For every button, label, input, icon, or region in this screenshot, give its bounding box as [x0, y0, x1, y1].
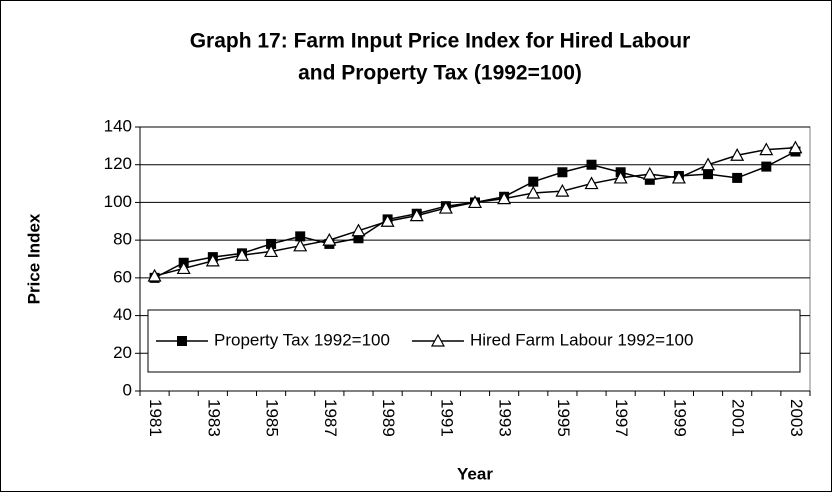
- data-point: [438, 200, 453, 214]
- y-tick-label: 100: [104, 192, 132, 211]
- data-point: [671, 170, 686, 184]
- y-tick-label: 20: [113, 343, 132, 362]
- data-point: [147, 268, 162, 282]
- data-point: [353, 233, 364, 244]
- data-point: [644, 174, 655, 185]
- x-tick-label: 1991: [437, 399, 456, 437]
- chart-title: Graph 17: Farm Input Price Index for Hir…: [190, 30, 691, 53]
- x-tick-label: 1981: [146, 399, 165, 437]
- data-point: [528, 176, 539, 187]
- data-point: [409, 208, 424, 222]
- data-point: [264, 244, 279, 258]
- data-point: [761, 161, 772, 172]
- x-tick-label: 1997: [612, 399, 631, 437]
- data-point: [584, 176, 599, 190]
- data-point: [557, 167, 568, 178]
- data-point: [732, 172, 743, 183]
- x-tick-label: 2003: [787, 399, 806, 437]
- data-point: [293, 238, 308, 252]
- x-tick-label: 1993: [496, 399, 515, 437]
- data-point: [322, 232, 337, 246]
- data-point: [613, 170, 628, 184]
- x-tick-label: 1985: [263, 399, 282, 437]
- data-point: [234, 247, 249, 261]
- data-point: [642, 166, 657, 180]
- data-point: [176, 261, 191, 275]
- y-tick-label: 60: [113, 267, 132, 286]
- data-point: [351, 223, 366, 237]
- data-point: [380, 214, 395, 227]
- data-point: [526, 185, 541, 199]
- legend-box: [147, 309, 801, 373]
- data-point: [295, 231, 306, 242]
- legend-marker: [177, 336, 187, 346]
- x-tick-label: 1983: [204, 399, 223, 437]
- data-point: [701, 157, 716, 171]
- x-axis-label: Year: [457, 464, 493, 483]
- data-point: [467, 195, 483, 209]
- data-point: [759, 142, 774, 156]
- chart-title: and Property Tax (1992=100): [298, 62, 582, 85]
- x-tick-label: 1999: [670, 399, 689, 437]
- data-point: [497, 191, 512, 205]
- data-point: [266, 238, 277, 249]
- y-tick-label: 120: [104, 154, 132, 173]
- data-point: [586, 159, 597, 170]
- data-point: [703, 169, 714, 180]
- legend-label: Property Tax 1992=100: [214, 330, 390, 349]
- y-tick-label: 140: [104, 116, 132, 135]
- x-tick-label: 1989: [379, 399, 398, 437]
- legend-label: Hired Farm Labour 1992=100: [470, 330, 694, 349]
- data-point: [205, 253, 220, 267]
- x-tick-label: 1987: [321, 399, 340, 437]
- y-tick-label: 0: [123, 380, 132, 399]
- legend-marker: [430, 333, 445, 347]
- data-point: [730, 148, 745, 161]
- x-tick-label: 1995: [554, 399, 573, 437]
- y-axis-label: Price Index: [24, 213, 43, 304]
- x-tick-label: 2001: [729, 399, 748, 437]
- data-point: [788, 140, 803, 154]
- y-tick-label: 80: [113, 230, 132, 249]
- y-tick-label: 40: [113, 305, 132, 324]
- data-point: [555, 183, 570, 197]
